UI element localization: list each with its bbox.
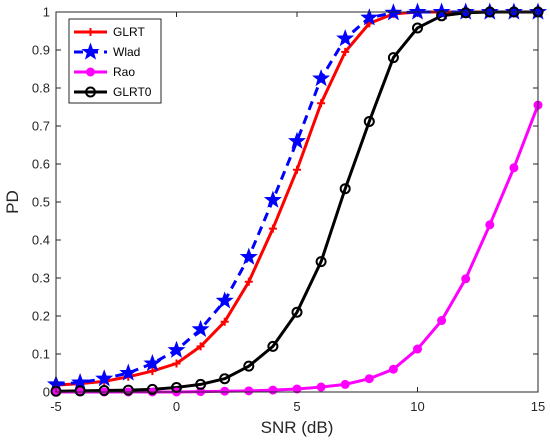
- y-tick-label: 0.9: [32, 43, 50, 58]
- data-point-glrt: [148, 367, 157, 376]
- y-tick-label: 0.8: [32, 81, 50, 96]
- legend-marker-wlad: [81, 42, 100, 60]
- y-tick-label: 0.7: [32, 119, 50, 134]
- data-point-rao: [509, 163, 519, 173]
- series-line-glrt0: [55, 10, 538, 393]
- x-axis-label: SNR (dB): [261, 418, 334, 437]
- data-point-glrt0: [460, 7, 472, 19]
- data-point-wlad: [191, 319, 210, 337]
- data-point-wlad: [215, 291, 234, 309]
- legend-marker-glrt: [86, 28, 95, 36]
- plot-frame: [55, 11, 539, 393]
- y-tick-label: 0.1: [32, 347, 50, 362]
- legend-label-glrt: GLRT: [113, 25, 145, 39]
- legend-marker-rao: [86, 67, 95, 77]
- data-point-glrt: [268, 224, 277, 233]
- data-point-glrt0: [412, 22, 423, 34]
- data-point-glrt: [196, 342, 205, 351]
- data-point-glrt: [172, 359, 181, 368]
- data-point-wlad: [95, 369, 114, 387]
- data-point-rao: [220, 386, 230, 396]
- data-point-glrt0: [387, 52, 399, 64]
- data-point-rao: [413, 344, 422, 354]
- data-point-wlad: [239, 247, 258, 265]
- y-tick-label: 0.4: [32, 233, 50, 248]
- data-point-glrt0: [98, 384, 110, 396]
- data-point-wlad: [480, 2, 499, 20]
- x-tick-label: 15: [531, 399, 545, 414]
- data-point-glrt: [293, 165, 301, 174]
- data-point-rao: [461, 274, 471, 284]
- data-point-rao: [292, 384, 302, 394]
- data-point-wlad: [263, 190, 282, 208]
- data-point-rao: [364, 374, 374, 384]
- data-point-rao: [437, 316, 447, 326]
- data-point-wlad: [360, 8, 379, 26]
- y-tick-label: 0: [43, 385, 50, 400]
- data-point-wlad: [287, 131, 307, 149]
- data-point-wlad: [336, 29, 355, 47]
- data-point-wlad: [408, 2, 427, 20]
- x-tick-label: 10: [410, 399, 424, 414]
- data-point-rao: [485, 220, 495, 230]
- y-tick-label: 0.2: [32, 309, 50, 324]
- data-point-wlad: [119, 363, 138, 381]
- legend: GLRT Wlad Rao GLRT0: [68, 18, 162, 104]
- data-point-glrt0: [146, 383, 158, 395]
- data-point-glrt: [317, 99, 326, 108]
- data-point-glrt0: [122, 384, 134, 396]
- legend-label-wlad: Wlad: [113, 45, 140, 59]
- data-point-glrt0: [74, 385, 86, 397]
- data-point-wlad: [456, 2, 475, 20]
- data-point-glrt0: [243, 360, 255, 372]
- x-tick-label: 5: [293, 399, 300, 414]
- legend-label-rao: Rao: [113, 65, 135, 79]
- data-point-glrt0: [291, 306, 303, 318]
- y-tick-label: 0.3: [32, 271, 50, 286]
- data-point-glrt0: [436, 10, 448, 22]
- data-point-wlad: [167, 340, 186, 358]
- legend-label-glrt0: GLRT0: [113, 85, 152, 99]
- y-tick-label: 0.6: [32, 157, 50, 172]
- x-tick-label: 0: [173, 399, 180, 414]
- data-point-glrt: [220, 317, 229, 326]
- data-point-rao: [316, 382, 326, 392]
- y-tick-label: 0.5: [32, 195, 50, 210]
- data-point-rao: [340, 379, 350, 389]
- data-point-glrt: [244, 277, 253, 286]
- data-point-glrt: [341, 47, 350, 56]
- data-point-wlad: [312, 69, 331, 87]
- data-point-rao: [268, 385, 278, 395]
- x-tick-label: -5: [50, 399, 62, 414]
- data-point-rao: [244, 386, 254, 396]
- data-point-rao: [388, 364, 398, 374]
- data-point-wlad: [143, 354, 162, 372]
- data-point-glrt0: [267, 340, 279, 352]
- data-point-wlad: [504, 2, 523, 20]
- data-point-glrt0: [363, 115, 375, 127]
- data-point-glrt0: [219, 373, 231, 385]
- y-axis-label: PD: [3, 190, 22, 214]
- data-point-glrt0: [195, 378, 207, 390]
- legend-marker-glrt0: [85, 86, 96, 98]
- data-point-glrt0: [315, 256, 327, 268]
- y-tick-label: 1: [43, 5, 50, 20]
- data-point-glrt0: [339, 183, 351, 195]
